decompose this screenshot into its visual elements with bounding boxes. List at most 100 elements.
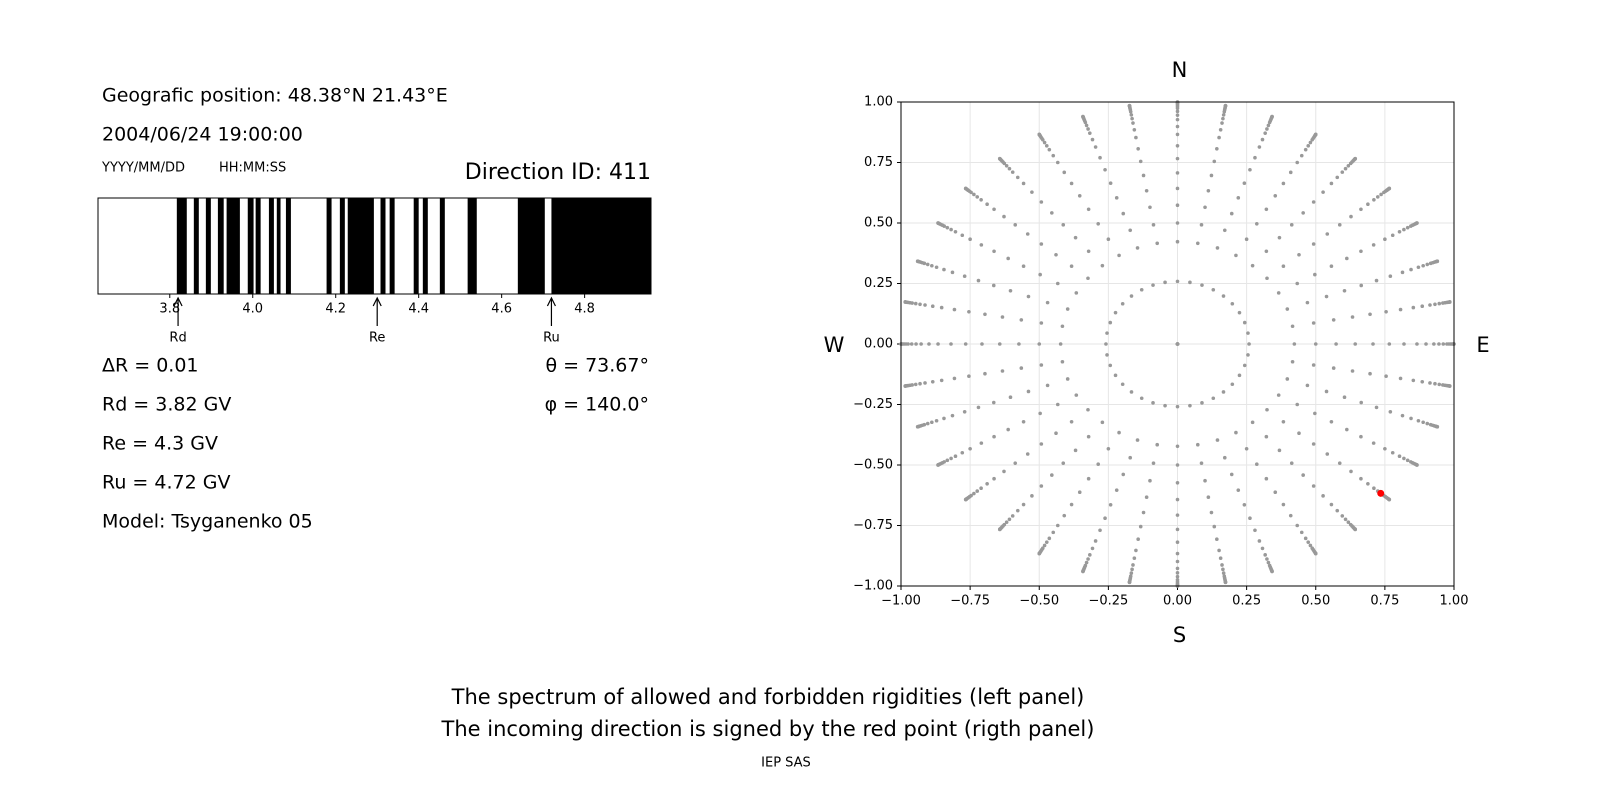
- direction-point: [1136, 146, 1140, 151]
- direction-point: [1060, 324, 1065, 329]
- direction-point: [1263, 553, 1267, 557]
- direction-point: [1010, 514, 1015, 518]
- direction-point: [1343, 166, 1348, 171]
- direction-point: [1120, 382, 1125, 387]
- direction-point: [1247, 342, 1251, 346]
- direction-point: [1248, 516, 1252, 521]
- direction-point: [1038, 272, 1042, 277]
- direction-point: [1175, 113, 1180, 117]
- direction-point: [1081, 114, 1085, 119]
- direction-point: [1054, 252, 1058, 257]
- direction-point: [1117, 430, 1121, 435]
- forbidden-band: [268, 198, 274, 294]
- direction-point: [1435, 259, 1440, 264]
- compass-n: N: [1172, 58, 1188, 82]
- direction-point: [1175, 571, 1180, 575]
- direction-point: [1447, 384, 1452, 388]
- marker-arrowhead: [372, 296, 382, 307]
- direction-point: [1144, 189, 1149, 193]
- direction-point: [1139, 287, 1144, 292]
- direction-point: [1250, 263, 1255, 268]
- direction-point: [1144, 495, 1149, 499]
- direction-point: [1375, 195, 1380, 199]
- forbidden-band: [205, 198, 211, 294]
- direction-point: [1045, 383, 1050, 388]
- direction-point: [1151, 401, 1155, 405]
- direction-point: [1397, 230, 1402, 234]
- direction-point: [949, 342, 953, 346]
- direction-point: [1222, 455, 1227, 460]
- direction-point: [918, 381, 922, 386]
- direction-point: [1257, 145, 1262, 149]
- rd: Rd = 3.82 GV: [102, 394, 231, 416]
- direction-point: [1130, 567, 1134, 572]
- direction-point: [1340, 170, 1345, 174]
- x-tick-label: 4.6: [491, 302, 512, 317]
- direction-point: [1121, 211, 1126, 216]
- x-tick-label: −0.50: [1019, 594, 1059, 609]
- direction-point: [1175, 186, 1180, 191]
- direction-point: [1242, 503, 1247, 507]
- direction-point: [1398, 307, 1403, 312]
- direction-point: [1264, 476, 1269, 481]
- direction-point: [1371, 441, 1376, 445]
- direction-point: [1321, 190, 1325, 194]
- direction-point: [1093, 145, 1098, 149]
- direction-point: [1334, 342, 1338, 346]
- direction-point: [1026, 389, 1031, 394]
- direction-point: [1175, 124, 1180, 129]
- direction-point: [1387, 497, 1392, 502]
- direction-point: [1151, 461, 1156, 465]
- direction-point: [1415, 342, 1419, 346]
- direction-point: [1253, 528, 1257, 533]
- direction-point: [983, 371, 987, 376]
- y-tick-label: −0.25: [853, 397, 893, 412]
- direction-point: [939, 305, 944, 310]
- direction-point: [1106, 446, 1111, 451]
- direction-point: [1387, 342, 1392, 346]
- direction-point: [1305, 300, 1310, 305]
- direction-point: [1311, 484, 1316, 488]
- direction-point: [1425, 421, 1430, 426]
- direction-point: [1337, 461, 1342, 465]
- direction-point: [1221, 567, 1225, 572]
- direction-point: [1295, 523, 1300, 528]
- direction-point: [976, 405, 981, 410]
- direction-point: [992, 434, 996, 439]
- direction-point: [1277, 235, 1282, 240]
- direction-point: [1175, 574, 1180, 579]
- direction-point: [1044, 144, 1049, 148]
- direction-point: [1420, 304, 1425, 309]
- direction-point: [918, 302, 922, 307]
- direction-point: [1212, 159, 1217, 164]
- direction-point: [1114, 196, 1119, 200]
- datetime: 2004/06/24 19:00:00: [102, 124, 303, 146]
- direction-point: [1055, 402, 1060, 407]
- y-tick-label: −0.75: [853, 518, 893, 533]
- direction-point: [1113, 373, 1118, 378]
- direction-point: [968, 446, 972, 451]
- direction-point: [950, 270, 955, 275]
- direction-point: [1188, 280, 1192, 285]
- direction-point: [1039, 363, 1044, 367]
- direction-point: [1313, 272, 1317, 277]
- direction-point: [949, 456, 953, 461]
- direction-point: [913, 301, 918, 306]
- direction-point: [1030, 494, 1034, 498]
- direction-point: [1131, 121, 1135, 125]
- direction-point: [1188, 403, 1192, 408]
- credit: IEP SAS: [761, 756, 811, 771]
- x-tick-label: 1.00: [1440, 594, 1469, 609]
- direction-point: [1264, 207, 1269, 212]
- direction-point: [1384, 374, 1388, 378]
- time-format: HH:MM:SS: [219, 161, 286, 176]
- direction-point: [1047, 147, 1052, 152]
- direction-point: [1007, 517, 1012, 522]
- direction-id: Direction ID: 411: [465, 160, 651, 185]
- direction-point: [1175, 132, 1180, 137]
- direction-point: [1129, 113, 1134, 117]
- direction-point: [967, 374, 971, 378]
- direction-point: [1055, 160, 1060, 165]
- direction-point: [1050, 473, 1054, 477]
- direction-point: [1222, 228, 1227, 233]
